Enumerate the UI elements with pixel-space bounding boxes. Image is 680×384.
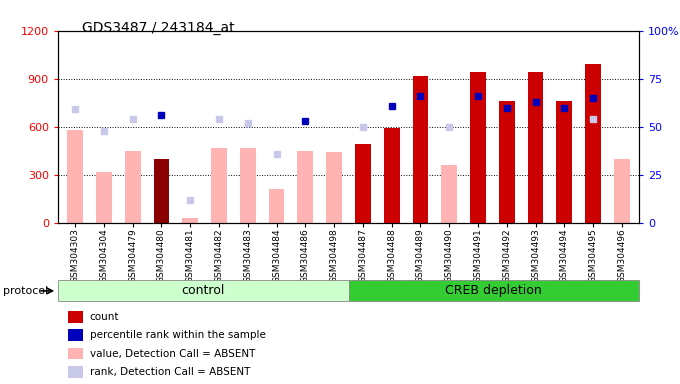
Bar — [470, 72, 486, 223]
Bar — [441, 165, 457, 223]
Bar — [528, 72, 543, 223]
Bar — [355, 144, 371, 223]
Bar — [384, 128, 400, 223]
Bar — [182, 218, 198, 223]
Bar — [154, 159, 169, 223]
Bar — [67, 130, 83, 223]
Bar — [211, 147, 227, 223]
Bar — [348, 280, 639, 301]
Bar — [556, 101, 573, 223]
Bar — [240, 147, 256, 223]
Bar — [58, 280, 348, 301]
Text: rank, Detection Call = ABSENT: rank, Detection Call = ABSENT — [90, 367, 250, 377]
Bar — [585, 65, 601, 223]
Text: GDS3487 / 243184_at: GDS3487 / 243184_at — [82, 21, 234, 35]
Text: count: count — [90, 312, 119, 322]
Bar — [297, 151, 313, 223]
Text: value, Detection Call = ABSENT: value, Detection Call = ABSENT — [90, 349, 255, 359]
Text: CREB depletion: CREB depletion — [445, 285, 542, 297]
Bar — [269, 189, 284, 223]
Bar — [124, 151, 141, 223]
Bar — [614, 159, 630, 223]
Text: percentile rank within the sample: percentile rank within the sample — [90, 330, 266, 340]
Bar — [499, 101, 515, 223]
Text: control: control — [182, 285, 225, 297]
Bar — [413, 76, 428, 223]
Bar — [96, 172, 112, 223]
Text: protocol: protocol — [3, 286, 49, 296]
Bar — [326, 152, 342, 223]
